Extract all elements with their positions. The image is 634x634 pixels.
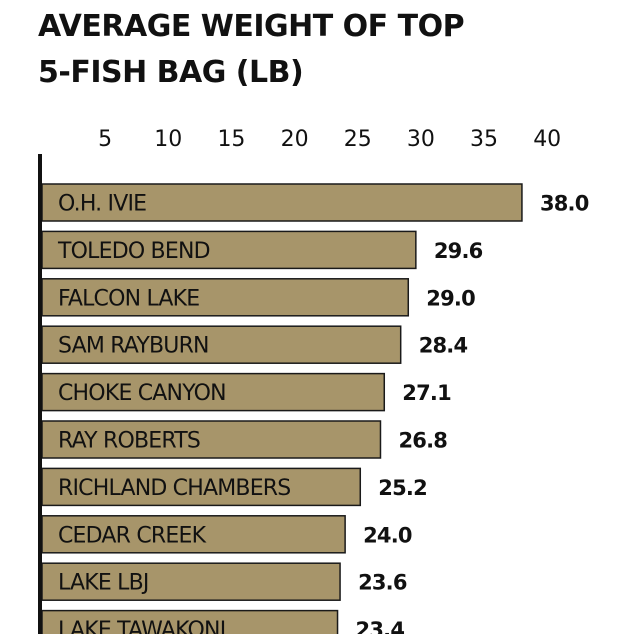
bar-value-label: 29.0 xyxy=(426,286,475,310)
bar-value-label: 23.4 xyxy=(356,618,405,634)
bar-category-label: FALCON LAKE xyxy=(58,286,199,311)
bar-category-label: RICHLAND CHAMBERS xyxy=(58,476,290,501)
bar-category-label: LAKE TAWAKONI xyxy=(58,618,225,634)
bar xyxy=(41,372,386,412)
bar-value-label: 23.6 xyxy=(358,571,407,595)
bar-category-label: LAKE LBJ xyxy=(58,571,149,596)
bar-value-label: 28.4 xyxy=(419,334,468,358)
x-tick-label: 35 xyxy=(470,127,498,152)
x-tick-label: 25 xyxy=(344,127,372,152)
chart-title-line-1: AVERAGE WEIGHT OF TOP xyxy=(38,9,465,44)
bar-category-label: RAY ROBERTS xyxy=(58,429,200,454)
chart-title: AVERAGE WEIGHT OF TOP 5-FISH BAG (LB) xyxy=(38,4,618,96)
bar xyxy=(41,420,382,459)
x-tick-label: 15 xyxy=(217,127,245,152)
x-tick-label: 10 xyxy=(154,127,182,152)
bar xyxy=(41,515,346,554)
bar xyxy=(41,562,341,601)
bars: O.H. IVIE 38.0 TOLEDO BEND 29.6 FALCON LAKE 2… xyxy=(41,183,590,634)
bar-value-label: 27.1 xyxy=(402,381,451,405)
x-axis-ticks: 5 10 15 20 25 30 35 40 xyxy=(98,127,561,152)
x-tick-label: 5 xyxy=(98,127,112,152)
bar-value-label: 25.2 xyxy=(378,476,427,500)
bar-value-label: 24.0 xyxy=(363,523,412,547)
bar xyxy=(41,325,402,364)
bar-value-label: 26.8 xyxy=(398,429,447,453)
chart-title-line-2: 5-FISH BAG (LB) xyxy=(38,55,304,90)
x-tick-label: 40 xyxy=(533,127,561,152)
bar-category-label: O.H. IVIE xyxy=(58,192,146,217)
x-tick-label: 20 xyxy=(281,127,309,152)
bar xyxy=(41,278,410,317)
x-tick-label: 30 xyxy=(407,127,435,152)
bar-value-label: 38.0 xyxy=(540,192,589,216)
bar-category-label: SAM RAYBURN xyxy=(58,334,209,359)
bar xyxy=(41,467,362,507)
bar-value-label: 29.6 xyxy=(434,239,483,263)
bar-category-label: TOLEDO BEND xyxy=(57,239,210,264)
bar xyxy=(41,183,523,222)
bar-category-label: CHOKE CANYON xyxy=(58,381,226,406)
y-axis-line xyxy=(38,154,42,634)
bar-category-label: CEDAR CREEK xyxy=(58,523,207,548)
